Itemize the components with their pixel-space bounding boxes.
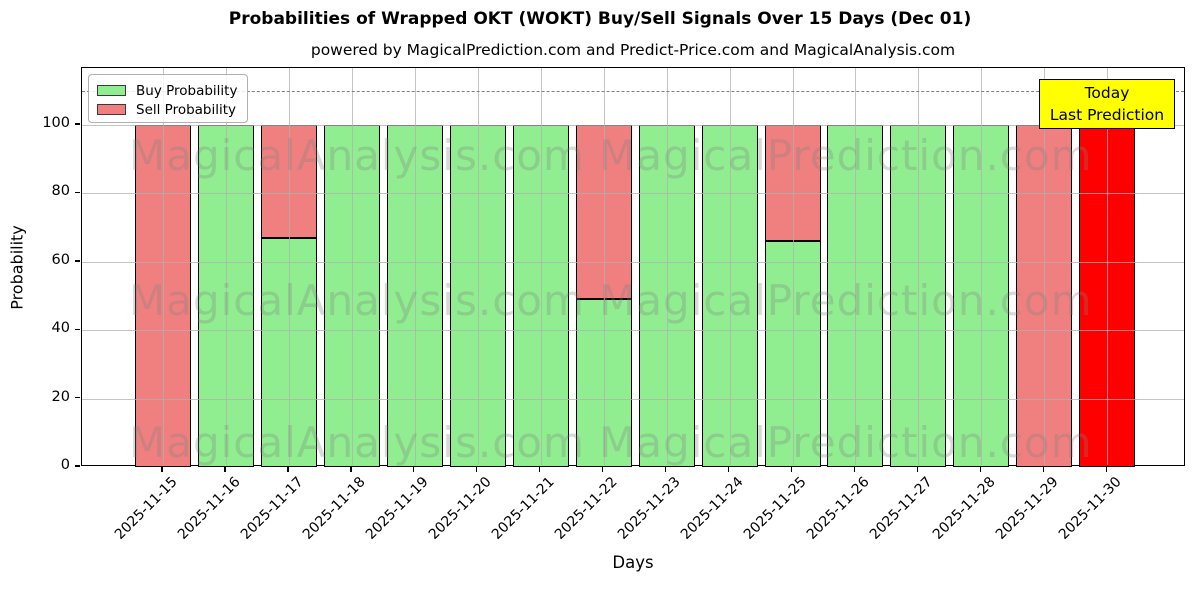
gridline-horizontal-20 <box>82 398 1184 400</box>
x-tick-mark-2025-11-28 <box>979 467 982 472</box>
legend-row-sell: Sell Probability <box>97 100 239 119</box>
legend-row-buy: Buy Probability <box>97 81 239 100</box>
watermark-analysis-row1: MagicalAnalysis.com <box>129 131 585 180</box>
today-annotation-box: Today Last Prediction <box>1039 79 1175 129</box>
y-tick-label-20: 20 <box>51 388 70 405</box>
y-tick-mark-100 <box>75 123 80 125</box>
x-tick-mark-2025-11-15 <box>161 467 163 472</box>
chart-subtitle: powered by MagicalPrediction.com and Pre… <box>310 41 956 59</box>
watermark-analysis-row2: MagicalAnalysis.com <box>129 276 585 325</box>
sell-swatch-icon <box>97 104 126 115</box>
x-tick-label-2025-11-16: 2025-11-16 <box>174 474 244 543</box>
x-tick-label-2025-11-25: 2025-11-25 <box>740 474 810 543</box>
gridline-vertical-2025-11-20 <box>477 68 479 465</box>
legend-buy-label: Buy Probability <box>136 82 238 99</box>
x-tick-mark-2025-11-16 <box>224 467 226 472</box>
y-tick-mark-20 <box>75 396 80 399</box>
x-tick-label-2025-11-19: 2025-11-19 <box>363 474 433 543</box>
y-tick-mark-80 <box>75 191 80 194</box>
y-tick-mark-40 <box>75 328 80 330</box>
gridline-horizontal-60 <box>82 261 1184 263</box>
x-tick-label-2025-11-15: 2025-11-15 <box>111 474 181 543</box>
x-tick-label-2025-11-17: 2025-11-17 <box>237 474 307 543</box>
gridline-vertical-2025-11-30 <box>1107 68 1109 465</box>
chart-title: Probabilities of Wrapped OKT (WOKT) Buy/… <box>228 9 972 29</box>
y-tick-mark-0 <box>75 465 80 467</box>
y-axis-label: Probability <box>7 225 27 310</box>
gridline-vertical-2025-11-21 <box>540 68 542 465</box>
x-tick-label-2025-11-18: 2025-11-18 <box>300 474 370 543</box>
x-tick-label-2025-11-27: 2025-11-27 <box>866 474 936 543</box>
y-tick-label-100: 100 <box>42 115 70 132</box>
threshold-dashed-line <box>82 90 1184 92</box>
legend-sell-label: Sell Probability <box>136 101 237 118</box>
x-tick-mark-2025-11-24 <box>727 467 730 472</box>
gridline-vertical-2025-11-16 <box>225 68 227 465</box>
x-tick-label-2025-11-28: 2025-11-28 <box>929 474 999 543</box>
gridline-vertical-2025-11-17 <box>288 68 290 465</box>
x-tick-label-2025-11-24: 2025-11-24 <box>678 474 747 543</box>
x-tick-mark-2025-11-19 <box>413 467 415 472</box>
gridline-vertical-2025-11-29 <box>1044 68 1046 465</box>
buy-swatch-icon <box>97 85 126 96</box>
x-tick-mark-2025-11-30 <box>1105 467 1107 472</box>
x-tick-mark-2025-11-20 <box>476 467 478 472</box>
gridline-vertical-2025-11-24 <box>729 68 731 465</box>
gridline-horizontal-80 <box>82 193 1184 195</box>
x-tick-label-2025-11-26: 2025-11-26 <box>803 474 873 543</box>
today-annotation-line1: Today <box>1084 83 1130 102</box>
y-tick-label-40: 40 <box>51 320 70 337</box>
x-tick-label-2025-11-30: 2025-11-30 <box>1055 474 1125 543</box>
legend: Buy Probability Sell Probability <box>88 74 248 123</box>
gridline-vertical-2025-11-18 <box>351 68 353 465</box>
x-tick-label-2025-11-23: 2025-11-23 <box>615 474 684 543</box>
gridline-vertical-2025-11-27 <box>918 68 920 465</box>
x-tick-mark-2025-11-29 <box>1042 467 1044 472</box>
x-axis-label: Days <box>612 553 654 572</box>
watermark-prediction-row1: MagicalPrediction.com <box>599 131 1093 180</box>
x-tick-label-2025-11-21: 2025-11-21 <box>489 474 559 543</box>
watermark-analysis-row3: MagicalAnalysis.com <box>129 418 585 467</box>
gridline-vertical-2025-11-28 <box>981 68 983 465</box>
x-tick-mark-2025-11-27 <box>916 467 919 472</box>
x-tick-mark-2025-11-25 <box>790 467 793 472</box>
y-tick-label-60: 60 <box>51 251 70 268</box>
watermark-prediction-row2: MagicalPrediction.com <box>599 276 1093 325</box>
y-tick-mark-60 <box>75 260 80 262</box>
y-tick-label-80: 80 <box>51 183 70 200</box>
gridline-horizontal-100 <box>82 125 1184 127</box>
x-tick-mark-2025-11-17 <box>287 467 289 472</box>
gridline-vertical-2025-11-15 <box>163 68 164 465</box>
x-tick-mark-2025-11-22 <box>601 467 604 472</box>
gridline-vertical-2025-11-19 <box>414 68 416 465</box>
watermark-prediction-row3: MagicalPrediction.com <box>599 418 1093 467</box>
x-tick-label-2025-11-20: 2025-11-20 <box>426 474 496 543</box>
x-tick-mark-2025-11-23 <box>664 467 667 472</box>
today-annotation-line2: Last Prediction <box>1049 106 1165 124</box>
gridline-vertical-2025-11-23 <box>666 68 668 465</box>
plot-area: MagicalAnalysis.com MagicalPrediction.com… <box>81 67 1185 467</box>
x-tick-mark-2025-11-21 <box>539 467 541 472</box>
x-tick-mark-2025-11-18 <box>350 467 352 472</box>
y-tick-label-0: 0 <box>60 457 70 473</box>
gridline-horizontal-40 <box>82 330 1184 332</box>
x-tick-label-2025-11-22: 2025-11-22 <box>552 474 621 543</box>
gridline-vertical-2025-11-22 <box>603 68 605 465</box>
gridline-vertical-2025-11-26 <box>855 68 857 465</box>
gridline-vertical-2025-11-25 <box>792 68 794 465</box>
x-tick-mark-2025-11-26 <box>853 467 856 472</box>
x-tick-label-2025-11-29: 2025-11-29 <box>992 474 1062 543</box>
